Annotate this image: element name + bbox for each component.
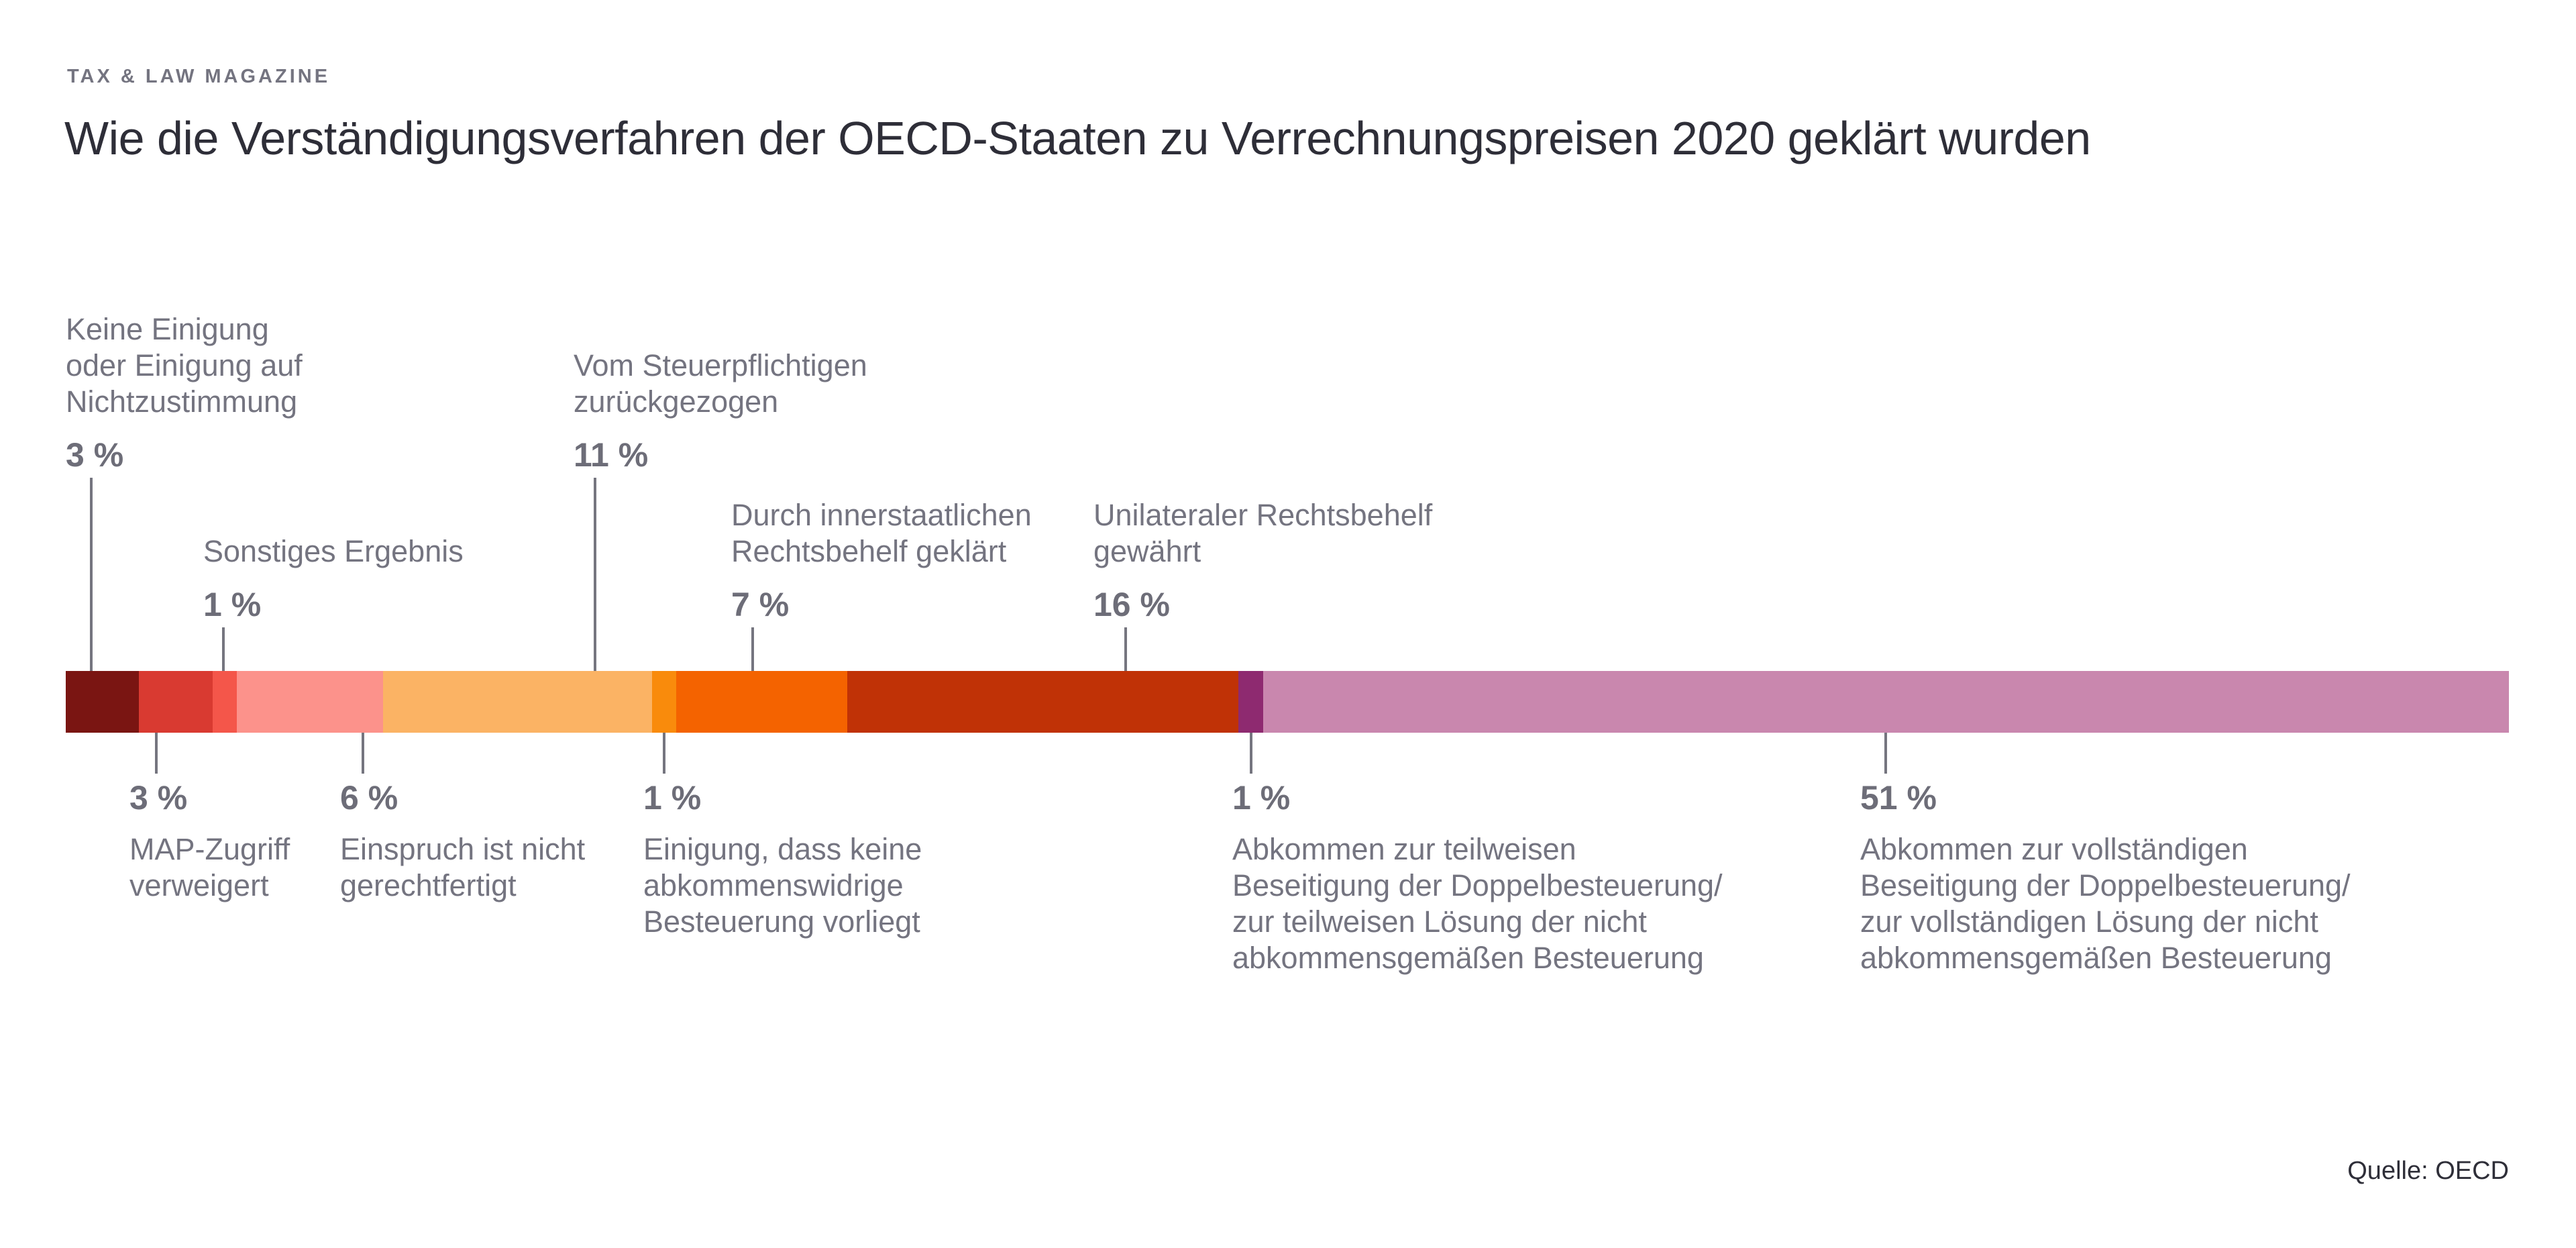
- callout-line-above-2: [594, 478, 596, 671]
- stacked-bar: [66, 671, 2509, 733]
- annotation-below-7: 1 % Einigung, dass keine abkommenswidrige B…: [643, 780, 922, 940]
- annotation-label-line: Einigung, dass keine: [643, 832, 922, 866]
- annotation-label-line: abkommensgemäßen Besteuerung: [1860, 941, 2332, 975]
- callout-line-below-5: [155, 733, 158, 774]
- callout-line-above-0: [90, 478, 93, 671]
- bar-segment-4: [383, 671, 653, 733]
- annotation-value: 16 %: [1093, 586, 1170, 623]
- annotation-value: 3 %: [66, 436, 124, 474]
- annotation-label-line: Abkommen zur teilweisen: [1232, 832, 1576, 866]
- annotation-label-line: abkommensgemäßen Besteuerung: [1232, 941, 1704, 975]
- callout-line-above-3: [751, 627, 754, 671]
- annotation-below-6: 6 % Einspruch ist nicht gerechtfertigt: [340, 780, 585, 904]
- magazine-eyebrow: TAX & LAW MAGAZINE: [67, 66, 331, 87]
- bar-segment-2: [212, 671, 237, 733]
- bar-segment-7: [847, 671, 1239, 733]
- annotation-label-line: Unilateraler Rechtsbehelf: [1093, 498, 1433, 532]
- annotation-label-line: Nichtzustimmung: [66, 384, 298, 419]
- annotation-value: 7 %: [731, 586, 790, 623]
- annotation-label-line: Durch innerstaatlichen: [731, 498, 1032, 532]
- annotation-label-line: Rechtsbehelf geklärt: [731, 534, 1007, 568]
- annotation-value: 1 %: [203, 586, 262, 623]
- annotation-label-line: gewährt: [1093, 534, 1201, 568]
- annotation-value: 3 %: [129, 779, 188, 817]
- annotation-label-line: zurückgezogen: [574, 384, 779, 419]
- annotation-below-5: 3 % MAP-Zugriff verweigert: [129, 780, 290, 904]
- annotation-label-line: MAP-Zugriff: [129, 832, 290, 866]
- callout-line-above-1: [222, 627, 225, 671]
- annotation-label-line: abkommenswidrige: [643, 868, 904, 902]
- callout-line-below-9: [1884, 733, 1887, 774]
- annotation-below-8: 1 % Abkommen zur teilweisen Beseitigung de…: [1232, 780, 1723, 976]
- annotation-label-line: Beseitigung der Doppelbesteuerung/: [1860, 868, 2351, 902]
- annotation-label-line: zur teilweisen Lösung der nicht: [1232, 904, 1647, 939]
- chart-title: Wie die Verständigungsverfahren der OECD…: [64, 112, 2091, 164]
- annotation-label-line: Keine Einigung: [66, 312, 269, 346]
- callout-line-below-8: [1250, 733, 1252, 774]
- annotation-above-1: Sonstiges Ergebnis 1 %: [203, 533, 464, 622]
- annotation-label-line: Sonstiges Ergebnis: [203, 534, 464, 568]
- annotation-label-line: oder Einigung auf: [66, 348, 303, 382]
- callout-line-below-7: [663, 733, 665, 774]
- annotation-label-line: gerechtfertigt: [340, 868, 517, 902]
- bar-segment-0: [66, 671, 140, 733]
- annotation-value: 1 %: [1232, 779, 1291, 817]
- annotation-value: 11 %: [574, 436, 649, 474]
- annotation-label-line: Einspruch ist nicht: [340, 832, 586, 866]
- callout-line-below-6: [362, 733, 364, 774]
- annotation-above-4: Unilateraler Rechtsbehelf gewährt 16 %: [1093, 497, 1432, 622]
- annotation-label-line: Besteuerung vorliegt: [643, 904, 920, 939]
- annotation-value: 51 %: [1860, 779, 1937, 817]
- annotation-value: 6 %: [340, 779, 398, 817]
- annotation-label-line: verweigert: [129, 868, 269, 902]
- bar-segment-3: [236, 671, 384, 733]
- bar-segment-6: [676, 671, 848, 733]
- annotation-above-2: Vom Steuerpflichtigen zurückgezogen 11 %: [574, 348, 867, 472]
- annotation-above-3: Durch innerstaatlichen Rechtsbehelf geklä…: [731, 497, 1032, 622]
- annotation-below-9: 51 % Abkommen zur vollständigen Beseitigun…: [1860, 780, 2351, 976]
- bar-segment-5: [652, 671, 677, 733]
- bar-segment-8: [1238, 671, 1263, 733]
- bar-segment-9: [1263, 671, 2509, 733]
- annotation-label-line: zur vollständigen Lösung der nicht: [1860, 904, 2318, 939]
- annotation-above-0: Keine Einigung oder Einigung auf Nichtzust…: [66, 311, 303, 472]
- bar-segment-1: [139, 671, 213, 733]
- annotation-label-line: Abkommen zur vollständigen: [1860, 832, 2248, 866]
- annotation-value: 1 %: [643, 779, 702, 817]
- callout-line-above-4: [1124, 627, 1127, 671]
- annotation-label-line: Vom Steuerpflichtigen: [574, 348, 867, 382]
- source-credit: Quelle: OECD: [2347, 1157, 2509, 1185]
- annotation-label-line: Beseitigung der Doppelbesteuerung/: [1232, 868, 1723, 902]
